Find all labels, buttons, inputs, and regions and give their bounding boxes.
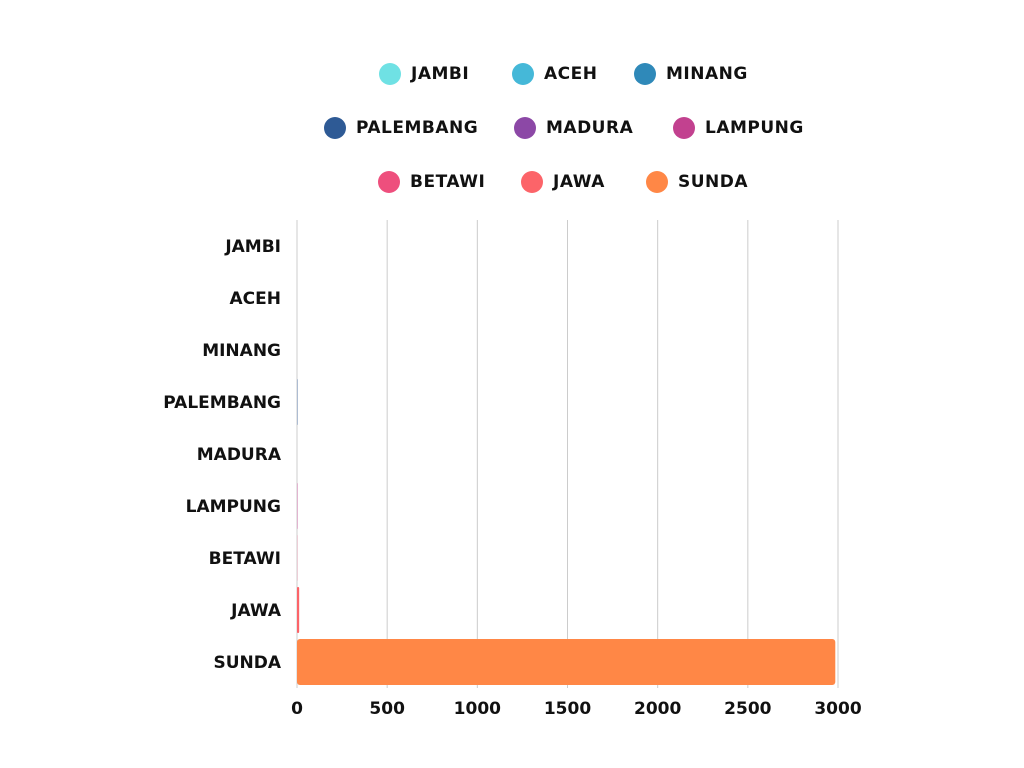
legend-label: MINANG xyxy=(666,64,748,84)
y-category-label: BETAWI xyxy=(209,549,281,569)
legend-swatch xyxy=(512,63,534,85)
y-category-label: JAMBI xyxy=(224,237,281,257)
y-category-label: SUNDA xyxy=(213,653,281,673)
bar-sunda xyxy=(297,639,836,685)
legend-label: JAWA xyxy=(553,172,605,192)
legend-item-madura: MADURA xyxy=(514,116,633,140)
legend-item-sunda: SUNDA xyxy=(646,170,748,194)
y-category-label: LAMPUNG xyxy=(186,497,281,517)
legend: JAMBI ACEH MINANG PALEMBANG MADURA LAMPUNG BET… xyxy=(0,0,1024,210)
legend-swatch xyxy=(646,171,668,193)
x-tick-label: 0 xyxy=(291,699,303,719)
x-tick-label: 500 xyxy=(369,699,405,719)
legend-swatch xyxy=(634,63,656,85)
legend-swatch xyxy=(324,117,346,139)
legend-label: ACEH xyxy=(544,64,598,84)
bar-jawa xyxy=(297,587,300,633)
legend-item-aceh: ACEH xyxy=(512,62,597,86)
y-category-label: JAWA xyxy=(230,601,282,621)
x-tick-label: 2500 xyxy=(724,699,771,719)
x-tick-label: 3000 xyxy=(814,699,861,719)
legend-swatch xyxy=(378,171,400,193)
legend-label: SUNDA xyxy=(678,172,749,192)
legend-label: BETAWI xyxy=(410,172,486,192)
legend-swatch xyxy=(379,63,401,85)
legend-swatch xyxy=(514,117,536,139)
y-category-label: ACEH xyxy=(230,289,281,309)
y-category-label: MADURA xyxy=(197,445,282,465)
legend-label: LAMPUNG xyxy=(705,118,804,138)
y-category-label: PALEMBANG xyxy=(163,393,281,413)
legend-label: PALEMBANG xyxy=(356,118,479,138)
legend-item-jambi: JAMBI xyxy=(379,62,469,86)
legend-item-betawi: BETAWI xyxy=(378,170,485,194)
legend-item-lampung: LAMPUNG xyxy=(673,116,804,140)
x-tick-label: 2000 xyxy=(634,699,681,719)
legend-item-jawa: JAWA xyxy=(521,170,605,194)
y-category-label: MINANG xyxy=(202,341,281,361)
legend-item-minang: MINANG xyxy=(634,62,748,86)
legend-label: MADURA xyxy=(546,118,634,138)
x-tick-label: 1500 xyxy=(544,699,591,719)
legend-swatch xyxy=(673,117,695,139)
legend-item-palembang: PALEMBANG xyxy=(324,116,478,140)
legend-label: JAMBI xyxy=(411,64,470,84)
x-tick-label: 1000 xyxy=(454,699,501,719)
legend-swatch xyxy=(521,171,543,193)
